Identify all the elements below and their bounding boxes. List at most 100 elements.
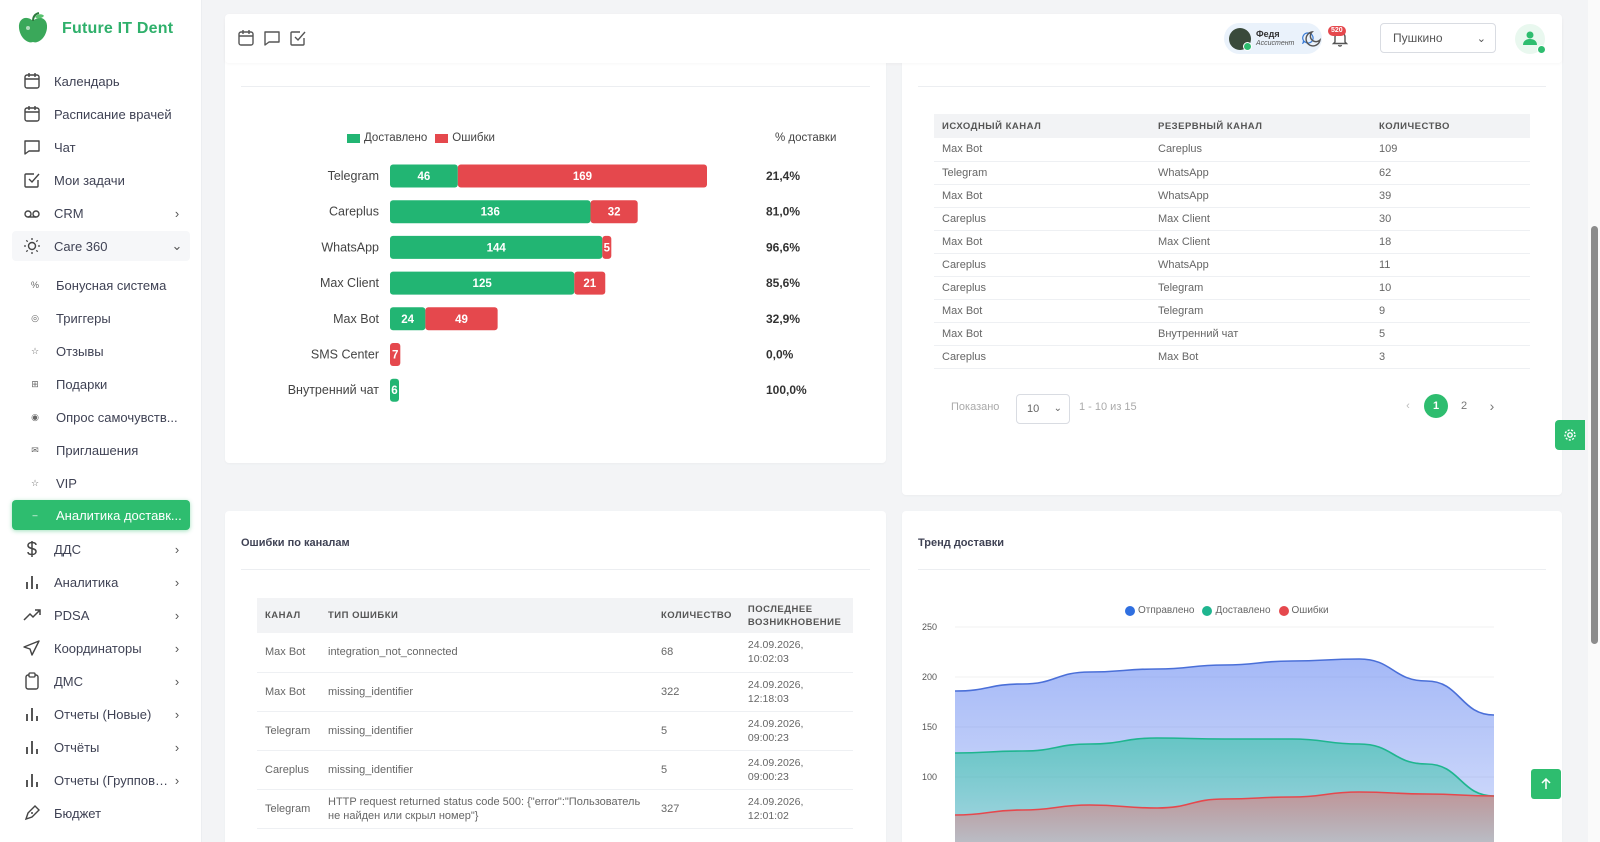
sidebar-item[interactable]: Отчеты (Новые) ›: [12, 699, 190, 729]
legend-label[interactable]: Доставлено: [1215, 605, 1271, 616]
calendar-icon[interactable]: [237, 29, 255, 47]
table-cell: WhatsApp: [1150, 253, 1371, 277]
sidebar-item[interactable]: ☆ Отзывы: [12, 336, 190, 366]
table-cell: WhatsApp: [1150, 161, 1371, 185]
bar-delivered[interactable]: [390, 164, 458, 188]
notification-badge: 520: [1328, 26, 1346, 36]
scrollbar-thumb[interactable]: [1591, 226, 1598, 644]
table-cell: 322: [653, 672, 740, 712]
sidebar-item[interactable]: ⊞ Подарки: [12, 369, 190, 399]
page-scrollbar[interactable]: [1588, 0, 1600, 842]
pagination: ‹ 1 2 ›: [1396, 394, 1508, 418]
branch-select[interactable]: Пушкино ⌄: [1380, 23, 1496, 53]
chat-icon: [24, 140, 40, 155]
sidebar-item[interactable]: Отчёты ›: [12, 732, 190, 762]
sidebar-item[interactable]: ☆ VIP: [12, 468, 190, 498]
sidebar-item[interactable]: Координаторы ›: [12, 633, 190, 663]
bar-delivered[interactable]: [390, 378, 399, 402]
legend-label[interactable]: Ошибки: [1291, 605, 1329, 616]
star-icon: ☆: [30, 477, 40, 488]
sidebar-item-label: Отчёты: [54, 739, 100, 755]
user-avatar[interactable]: [1515, 24, 1546, 54]
column-header[interactable]: КОЛИЧЕСТВО: [1371, 114, 1530, 138]
table-row: Max Bot integration_not_connected 68 24.09.…: [257, 633, 853, 673]
legend-label[interactable]: Отправлено: [1138, 605, 1195, 616]
table-cell: integration_not_connected: [320, 633, 653, 673]
bar-errors[interactable]: [602, 235, 612, 259]
table-cell: 11: [1371, 253, 1530, 277]
table-row: Careplus missing_identifier 5 24.09.2026, 0…: [257, 750, 853, 790]
settings-button[interactable]: [1555, 420, 1585, 450]
sidebar-item-label: VIP: [56, 475, 77, 491]
prev-page-button[interactable]: ‹: [1406, 400, 1410, 412]
bar-value-label: 136: [481, 207, 500, 219]
table-cell: missing_identifier: [320, 711, 653, 751]
page-size-select[interactable]: 10 ⌄: [1016, 394, 1070, 424]
delivery-trend-chart: 250 200 150 100: [922, 622, 1495, 842]
column-header[interactable]: КОЛИЧЕСТВО: [653, 598, 740, 633]
bar-value-label: 5: [604, 242, 611, 254]
check-square-icon[interactable]: [289, 29, 307, 47]
sidebar-item[interactable]: ДДС ›: [12, 534, 190, 564]
sidebar-item[interactable]: ◉ Опрос самочувств...: [12, 402, 190, 432]
sidebar-item[interactable]: Care 360 ⌄: [12, 231, 190, 261]
bar-delivered[interactable]: [390, 235, 603, 259]
sidebar-item-label: ДМС: [54, 673, 84, 689]
column-header[interactable]: ПОСЛЕДНЕЕ ВОЗНИКНОВЕНИЕ: [739, 598, 853, 633]
page-button[interactable]: 1: [1424, 394, 1448, 418]
table-cell: Telegram: [1150, 299, 1371, 323]
bar-errors[interactable]: [457, 164, 707, 188]
sidebar-item[interactable]: % Бонусная система: [12, 270, 190, 300]
sidebar-item[interactable]: Календарь: [12, 66, 190, 96]
bar-errors[interactable]: [425, 307, 498, 331]
bar-value-label: 169: [573, 171, 592, 183]
column-header[interactable]: ИСХОДНЫЙ КАНАЛ: [934, 114, 1150, 138]
table-cell: Careplus: [257, 750, 320, 790]
delivery-pct-label: 96,6%: [766, 240, 800, 254]
table-row: Max Bot Careplus 109: [934, 138, 1530, 162]
bar-value-label: 7: [392, 350, 398, 362]
chat-icon[interactable]: [263, 29, 281, 47]
brand[interactable]: Future IT Dent: [0, 0, 201, 58]
sidebar-item[interactable]: Мои задачи: [12, 165, 190, 195]
table-cell: 10: [1371, 276, 1530, 300]
sidebar-item[interactable]: Расписание врачей: [12, 99, 190, 129]
bar-errors[interactable]: [390, 343, 401, 366]
sidebar-item[interactable]: Чат: [12, 132, 190, 162]
sidebar-item-label: Триггеры: [56, 310, 111, 326]
area-errors[interactable]: [955, 792, 1494, 842]
column-header[interactable]: РЕЗЕРВНЫЙ КАНАЛ: [1150, 114, 1371, 138]
table-cell: Max Bot: [934, 184, 1150, 208]
sidebar-item[interactable]: Отчеты (Групповые) ›: [12, 765, 190, 795]
sidebar-item[interactable]: ◎ Триггеры: [12, 303, 190, 333]
scroll-top-button[interactable]: [1531, 769, 1561, 799]
moon-icon[interactable]: [1305, 29, 1323, 47]
sidebar-item[interactable]: ✉ Приглашения: [12, 435, 190, 465]
legend-errors: Ошибки: [452, 132, 495, 144]
calendar-icon: [24, 73, 40, 89]
sidebar-item-label: Care 360: [54, 238, 108, 254]
chevron-right-icon: ›: [174, 574, 180, 590]
dollar-icon: [27, 541, 37, 557]
bar-delivered[interactable]: [390, 271, 575, 295]
sidebar-item-label: ДДС: [54, 541, 81, 557]
bar-errors[interactable]: [590, 200, 638, 224]
next-page-button[interactable]: ›: [1489, 398, 1495, 414]
delivery-pct-label: 21,4%: [766, 169, 800, 183]
sidebar-item[interactable]: Бюджет: [12, 798, 190, 828]
column-header[interactable]: ТИП ОШИБКИ: [320, 598, 653, 633]
category-label: Careplus: [329, 205, 379, 219]
column-header[interactable]: КАНАЛ: [257, 598, 320, 633]
sidebar-item[interactable]: Аналитика ›: [12, 567, 190, 597]
sidebar-item[interactable]: CRM ›: [12, 198, 190, 228]
page-button[interactable]: 2: [1460, 400, 1468, 412]
sidebar-item-label: Бюджет: [54, 805, 102, 821]
send-icon: [23, 640, 40, 656]
bar-errors[interactable]: [574, 271, 606, 295]
bar-delivered[interactable]: [390, 307, 426, 331]
sidebar-item[interactable]: ДМС ›: [12, 666, 190, 696]
trend-icon: [23, 609, 41, 621]
bar-delivered[interactable]: [390, 200, 591, 224]
sidebar-item[interactable]: – Аналитика доставк...: [12, 500, 190, 530]
sidebar-item[interactable]: PDSA ›: [12, 600, 190, 630]
